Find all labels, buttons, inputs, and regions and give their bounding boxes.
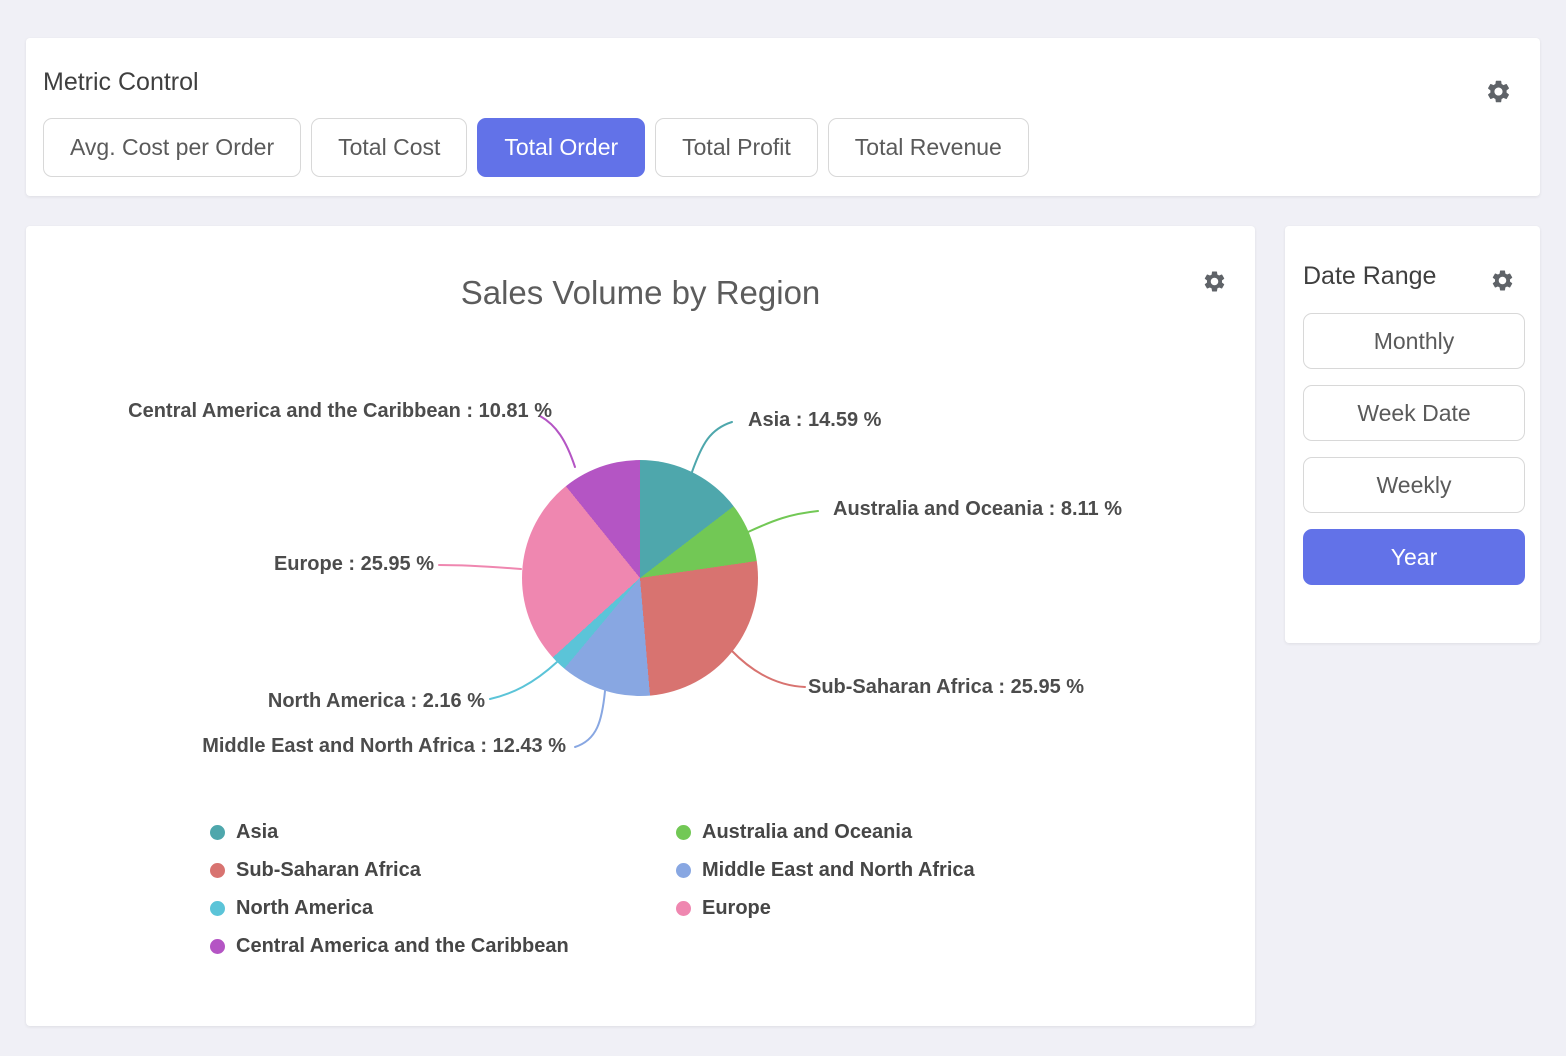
legend-column-1: Asia Sub-Saharan Africa North America Ce…	[210, 820, 569, 958]
legend-item-sub-saharan-africa[interactable]: Sub-Saharan Africa	[210, 858, 569, 882]
legend-dot-middle-east-and-north-africa	[676, 863, 691, 878]
legend-dot-australia-and-oceania	[676, 825, 691, 840]
legend-dot-europe	[676, 901, 691, 916]
legend-item-europe[interactable]: Europe	[676, 896, 975, 920]
legend-dot-north-america	[210, 901, 225, 916]
slice-label-middle-east-and-north-africa: Middle East and North Africa : 12.43 %	[202, 735, 566, 758]
legend-label-north-america: North America	[236, 897, 373, 920]
legend-dot-central-america-and-the-caribbean	[210, 939, 225, 954]
date-range-settings-gear-icon[interactable]	[1490, 268, 1515, 293]
legend-label-middle-east-and-north-africa: Middle East and North Africa	[702, 859, 975, 882]
date-range-button-weekly[interactable]: Weekly	[1303, 457, 1525, 513]
slice-label-europe: Europe : 25.95 %	[274, 553, 434, 576]
chart-title: Sales Volume by Region	[26, 274, 1255, 312]
legend-label-asia: Asia	[236, 821, 278, 844]
slice-label-asia: Asia : 14.59 %	[748, 409, 881, 432]
date-range-buttons: Monthly Week Date Weekly Year	[1303, 313, 1525, 585]
metric-button-total-cost[interactable]: Total Cost	[311, 118, 467, 177]
legend-label-australia-and-oceania: Australia and Oceania	[702, 821, 912, 844]
slice-label-sub-saharan-africa: Sub-Saharan Africa : 25.95 %	[808, 676, 1084, 699]
legend-item-north-america[interactable]: North America	[210, 896, 569, 920]
legend-item-australia-and-oceania[interactable]: Australia and Oceania	[676, 820, 975, 844]
sales-volume-chart-card: Sales Volume by Region Asia : 14.59 % Au…	[26, 226, 1255, 1026]
metric-button-total-revenue[interactable]: Total Revenue	[828, 118, 1029, 177]
metric-control-panel: Metric Control Avg. Cost per Order Total…	[26, 38, 1540, 196]
metric-control-title: Metric Control	[43, 68, 199, 97]
chart-settings-gear-icon[interactable]	[1202, 269, 1227, 294]
slice-label-north-america: North America : 2.16 %	[268, 690, 485, 713]
legend-dot-asia	[210, 825, 225, 840]
metric-buttons: Avg. Cost per Order Total Cost Total Ord…	[43, 118, 1029, 177]
legend-label-europe: Europe	[702, 897, 771, 920]
date-range-panel: Date Range Monthly Week Date Weekly Year	[1285, 226, 1540, 643]
metric-settings-gear-icon[interactable]	[1485, 78, 1512, 105]
date-range-button-week-date[interactable]: Week Date	[1303, 385, 1525, 441]
metric-button-avg-cost-per-order[interactable]: Avg. Cost per Order	[43, 118, 301, 177]
legend-label-sub-saharan-africa: Sub-Saharan Africa	[236, 859, 421, 882]
legend-dot-sub-saharan-africa	[210, 863, 225, 878]
date-range-button-year[interactable]: Year	[1303, 529, 1525, 585]
slice-label-australia-and-oceania: Australia and Oceania : 8.11 %	[833, 498, 1122, 521]
legend-column-2: Australia and Oceania Middle East and No…	[676, 820, 975, 920]
slice-label-central-america-and-the-caribbean: Central America and the Caribbean : 10.8…	[128, 400, 552, 423]
metric-button-total-profit[interactable]: Total Profit	[655, 118, 818, 177]
date-range-title: Date Range	[1303, 262, 1436, 291]
legend-label-central-america-and-the-caribbean: Central America and the Caribbean	[236, 935, 569, 958]
metric-button-total-order[interactable]: Total Order	[477, 118, 645, 177]
pie-chart[interactable]	[522, 460, 758, 696]
legend-item-asia[interactable]: Asia	[210, 820, 569, 844]
date-range-button-monthly[interactable]: Monthly	[1303, 313, 1525, 369]
legend-item-central-america-and-the-caribbean[interactable]: Central America and the Caribbean	[210, 934, 569, 958]
legend-item-middle-east-and-north-africa[interactable]: Middle East and North Africa	[676, 858, 975, 882]
